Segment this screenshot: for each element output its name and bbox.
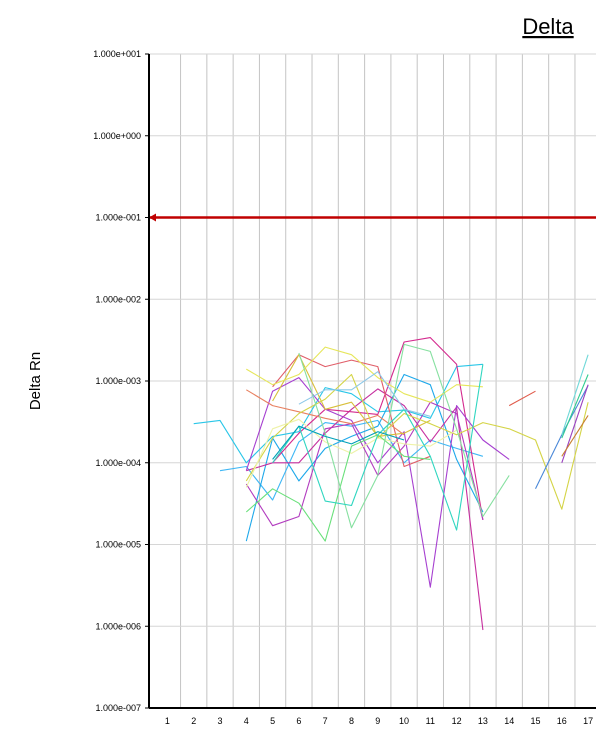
x-tick-label: 13 xyxy=(478,716,488,726)
x-tick-label: 4 xyxy=(244,716,249,726)
series-line xyxy=(245,377,510,588)
x-tick-label: 6 xyxy=(296,716,301,726)
x-tick-label: 12 xyxy=(452,716,462,726)
series-line xyxy=(219,419,484,501)
x-tick-label: 2 xyxy=(191,716,196,726)
series-line xyxy=(245,373,484,542)
chart-title: Delta xyxy=(522,14,574,39)
axis-layer xyxy=(145,53,596,709)
x-tick-label: 15 xyxy=(531,716,541,726)
x-tick-label: 7 xyxy=(323,716,328,726)
threshold-arrow-marker xyxy=(149,213,156,222)
series-line xyxy=(272,337,484,520)
y-tick-label: 1.000e-007 xyxy=(95,703,141,713)
series-line xyxy=(272,364,484,531)
y-tick-label: 1.000e-006 xyxy=(95,621,141,631)
x-tick-label: 10 xyxy=(399,716,409,726)
x-tick-label: 1 xyxy=(165,716,170,726)
y-tick-label: 1.000e-003 xyxy=(95,376,141,386)
series-line xyxy=(298,371,431,417)
tick-label-layer: 1.000e-007 1.000e-006 1.000e-005 1.000e-004… xyxy=(93,49,593,726)
y-tick-label: 1.000e-004 xyxy=(95,458,141,468)
x-tick-label: 17 xyxy=(583,716,593,726)
series-line xyxy=(561,354,589,435)
x-tick-label: 14 xyxy=(504,716,514,726)
y-tick-label: 1.000e-005 xyxy=(95,540,141,550)
series-line xyxy=(298,343,510,529)
x-tick-label: 3 xyxy=(217,716,222,726)
series-line xyxy=(561,374,589,439)
x-tick-label: 5 xyxy=(270,716,275,726)
series-line xyxy=(508,390,536,407)
series-line xyxy=(246,388,484,631)
x-tick-label: 8 xyxy=(349,716,354,726)
y-tick-label: 1.000e-001 xyxy=(95,213,141,223)
y-tick-label: 1.000e+001 xyxy=(93,49,141,59)
x-tick-label: 16 xyxy=(557,716,567,726)
series-line xyxy=(561,415,589,457)
y-tick-label: 1.000e+000 xyxy=(93,131,141,141)
x-tick-label: 9 xyxy=(375,716,380,726)
series-line xyxy=(245,418,457,488)
y-axis-label: Delta Rn xyxy=(27,352,44,410)
series-line xyxy=(246,346,483,403)
series-line xyxy=(193,363,483,464)
series-line xyxy=(245,434,431,542)
series-line xyxy=(245,401,484,527)
x-tick-label: 11 xyxy=(426,716,435,726)
series-line xyxy=(245,373,589,510)
threshold-layer xyxy=(149,213,596,222)
series-layer xyxy=(193,337,589,631)
series-line xyxy=(272,425,405,460)
series-line xyxy=(246,389,405,436)
y-tick-label: 1.000e-002 xyxy=(95,294,141,304)
